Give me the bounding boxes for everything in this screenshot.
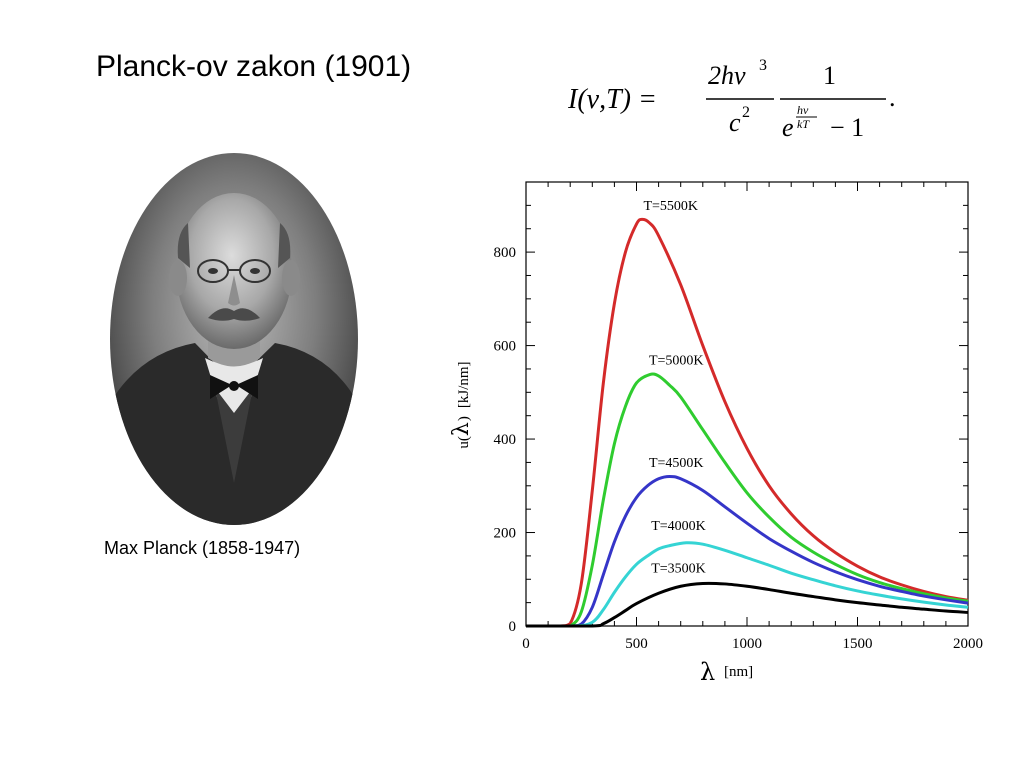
y-axis-suffix: ) xyxy=(456,416,472,421)
y-tick-label: 200 xyxy=(494,526,517,542)
x-axis-label: λ [nm] xyxy=(700,658,753,686)
formula-den2-tail: − 1 xyxy=(830,113,864,142)
x-tick-label: 2000 xyxy=(953,636,983,652)
series-line xyxy=(526,372,969,628)
y-axis-prefix: u( xyxy=(456,436,472,449)
y-axis-label: u(λ) [kJ/nm] xyxy=(449,361,474,448)
x-tick-label: 0 xyxy=(522,636,530,652)
y-tick-label: 800 xyxy=(494,245,517,261)
formula-den2-base: e xyxy=(782,113,794,142)
y-axis-unit: [kJ/nm] xyxy=(456,361,472,408)
ear-right xyxy=(282,260,300,296)
series-label: T=4500K xyxy=(649,456,704,471)
series-line xyxy=(526,541,969,628)
x-tick-label: 1000 xyxy=(732,636,762,652)
series-labels: T=5500K T=5000K T=4500K T=4000K T=3500K xyxy=(643,199,705,576)
tick-labels: 0 500 1000 1500 2000 0 200 400 600 800 xyxy=(494,245,984,652)
series-label: T=3500K xyxy=(651,561,706,576)
x-axis-unit: [nm] xyxy=(724,664,753,680)
formula-den2-exp-den: kT xyxy=(797,117,810,131)
vest xyxy=(215,388,253,483)
y-axis-symbol: λ xyxy=(449,422,474,436)
portrait-caption: Max Planck (1858-1947) xyxy=(104,538,301,558)
planck-spectrum-chart: T=5500K T=5000K T=4500K T=4000K T=3500K 0 500… xyxy=(449,181,984,686)
x-tick-label: 500 xyxy=(625,636,648,652)
formula-den2-exp-num: hν xyxy=(797,103,809,117)
svg-text:u(λ)[kJ/nm]: u(λ) [kJ/nm] xyxy=(449,361,474,448)
formula-lhs: I(ν,T) = xyxy=(568,84,657,115)
axis-ticks xyxy=(525,182,969,627)
formula-num1-exp: 3 xyxy=(759,57,767,74)
series-line xyxy=(526,474,969,628)
series-label: T=4000K xyxy=(651,519,706,534)
max-planck-portrait xyxy=(110,153,358,525)
series-line xyxy=(526,217,969,628)
series-line xyxy=(526,581,969,628)
y-tick-label: 0 xyxy=(509,619,517,635)
y-tick-label: 400 xyxy=(494,432,517,448)
series-label: T=5000K xyxy=(649,353,704,368)
formula-num1: 2hν xyxy=(708,61,746,90)
formula-period: . xyxy=(889,83,896,112)
ear-left xyxy=(169,260,187,296)
slide-title: Planck-ov zakon (1901) xyxy=(96,50,412,83)
x-axis-symbol: λ xyxy=(700,658,715,686)
x-tick-label: 1500 xyxy=(843,636,873,652)
formula-num2: 1 xyxy=(823,61,836,90)
formula-den1-exp: 2 xyxy=(742,104,750,121)
hair-sides xyxy=(177,223,291,268)
series-curves xyxy=(526,217,969,628)
spectacles xyxy=(197,259,271,283)
moustache xyxy=(208,308,260,321)
nose xyxy=(228,275,240,306)
bow-tie xyxy=(210,375,258,399)
y-tick-label: 600 xyxy=(494,339,517,355)
formula-den1: c xyxy=(729,108,741,137)
planck-formula: I(ν,T) = 2hν 3 c 2 1 e hν kT − 1 . xyxy=(568,57,896,142)
series-label: T=5500K xyxy=(643,199,698,214)
